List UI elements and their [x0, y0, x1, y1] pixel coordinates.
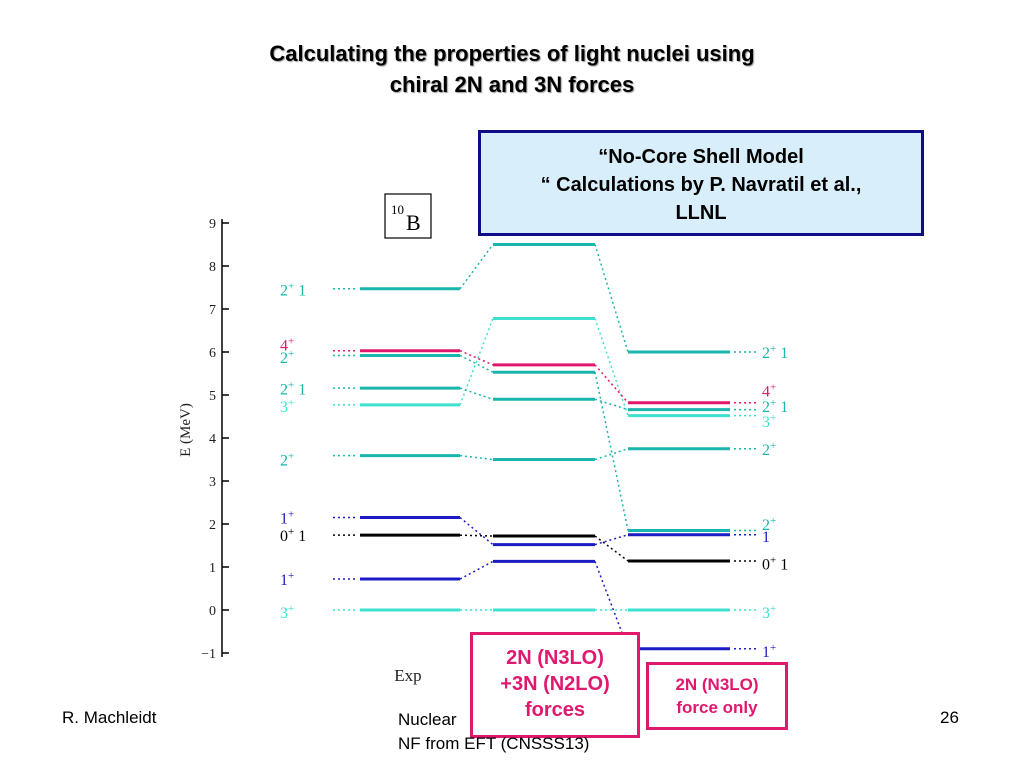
title-line-2: chiral 2N and 3N forces — [389, 72, 635, 97]
state-label-right: 2+ — [762, 515, 776, 534]
state-label-left: 3+ — [280, 603, 294, 622]
state-label-left: 4+ — [280, 335, 294, 354]
level-connector — [594, 398, 629, 411]
level-connector — [459, 354, 494, 373]
level-connector — [459, 560, 494, 580]
state-label-right: 3+ — [762, 412, 776, 431]
state-label-left: 2+ — [280, 451, 294, 470]
state-label-right: 1+ — [762, 642, 776, 661]
level-connector — [594, 244, 629, 353]
y-tick-label: 7 — [209, 303, 216, 318]
state-label-left: 1+ — [280, 509, 294, 528]
y-tick-label: 1 — [209, 561, 216, 576]
level-connector — [594, 534, 629, 546]
state-label-right: 2+ — [762, 440, 776, 459]
level-connector — [459, 244, 494, 290]
y-axis-title: E (MeV) — [178, 403, 194, 457]
slide-title: Calculating the properties of light nucl… — [0, 38, 1024, 100]
level-connector — [594, 372, 629, 531]
state-label-right: 1 — [762, 529, 770, 546]
level-connector — [459, 318, 494, 406]
nucleus-box — [384, 193, 432, 239]
box2-line-2: force only — [676, 698, 758, 717]
callout-line-2: “ Calculations by P. Navratil et al., — [540, 174, 862, 196]
y-tick-label: 4 — [209, 432, 216, 447]
state-label-left: 0+ 1 — [280, 526, 306, 545]
box1-line-1: 2N (N3LO) — [506, 647, 604, 669]
footer-title-line-2: NF from EFT (CNSSS13) — [398, 734, 590, 753]
box1-line-2: +3N (N2LO) — [500, 673, 610, 695]
state-label-left: 2+ 1 — [280, 380, 306, 399]
state-label-right: 0+ 1 — [762, 555, 788, 574]
level-connector — [459, 454, 494, 461]
state-label-left: 2+ — [280, 348, 294, 367]
ncsm-callout: “No-Core Shell Model “ Calculations by P… — [478, 130, 924, 236]
state-label-left: 2+ 1 — [280, 281, 306, 300]
title-line-1: Calculating the properties of light nucl… — [269, 41, 755, 66]
level-connector — [459, 534, 494, 537]
nucleus-symbol: B — [406, 210, 421, 235]
state-label-left: 3+ — [280, 397, 294, 416]
state-label-left: 1+ — [280, 570, 294, 589]
y-tick-label: 5 — [209, 389, 216, 404]
callout-line-1: “No-Core Shell Model — [598, 146, 804, 168]
y-tick-label: 2 — [209, 518, 216, 533]
footer-title: Nuclear NF from EFT (CNSSS13) — [398, 708, 589, 756]
state-label-right: 2+ 1 — [762, 343, 788, 362]
level-connector — [594, 561, 629, 649]
callout-line-3: LLNL — [675, 202, 727, 224]
footer-author: R. Machleidt — [62, 708, 157, 727]
box1-line-3: forces — [524, 699, 586, 721]
level-connector — [594, 535, 629, 562]
x-label-exp: Exp — [394, 666, 421, 685]
level-connector — [594, 364, 629, 404]
level-connector — [594, 318, 629, 416]
y-tick-label: −1 — [201, 647, 216, 662]
state-label-right: 2+ 1 — [762, 397, 788, 416]
y-tick-label: 8 — [209, 260, 216, 275]
level-connector — [459, 350, 494, 366]
y-tick-label: 6 — [209, 346, 216, 361]
nucleus-mass: 10 — [391, 202, 404, 217]
label-2n-3n-forces: 2N (N3LO) +3N (N2LO) forces — [470, 632, 640, 738]
y-tick-label: 9 — [209, 217, 216, 232]
level-connector — [459, 387, 494, 401]
box2-line-1: 2N (N3LO) — [675, 675, 759, 694]
y-tick-label: 0 — [209, 604, 216, 619]
footer-title-line-1: Nuclear — [398, 710, 457, 729]
label-2n-only: 2N (N3LO) force only — [646, 662, 788, 730]
level-connector — [459, 516, 494, 546]
state-label-right: 3+ — [762, 603, 776, 622]
y-tick-label: 3 — [209, 475, 216, 490]
state-label-right: 4+ — [762, 382, 776, 401]
page-number: 26 — [940, 708, 959, 727]
level-connector — [594, 448, 629, 461]
